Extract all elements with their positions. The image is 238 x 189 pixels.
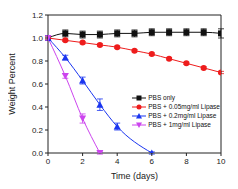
svg-text:Weight Percent: Weight Percent [8,53,17,115]
svg-text:1.0: 1.0 [32,34,44,43]
svg-text:0.6: 0.6 [32,80,44,89]
svg-text:0: 0 [46,157,51,166]
html-text:PBS only: PBS only [148,94,175,101]
svg-text:0.4: 0.4 [32,103,44,112]
svg-text:6: 6 [150,157,155,166]
svg-text:0.0: 0.0 [32,149,44,158]
svg-text:Time (days): Time (days) [111,171,158,181]
svg-text:1.2: 1.2 [32,11,44,20]
svg-text:4: 4 [115,157,120,166]
html-text:PBS + 0.05mg/ml Lipase: PBS + 0.05mg/ml Lipase [148,103,220,110]
svg-text:8: 8 [184,157,189,166]
svg-text:2: 2 [80,157,85,166]
html-text:PBS + 0.2mg/ml Lipase: PBS + 0.2mg/ml Lipase [148,112,217,119]
html-text:PBS + 1mg/ml Lipase: PBS + 1mg/ml Lipase [148,121,211,128]
svg-text:0.2: 0.2 [32,126,44,135]
svg-text:10: 10 [217,157,226,166]
svg-text:0.8: 0.8 [32,57,44,66]
